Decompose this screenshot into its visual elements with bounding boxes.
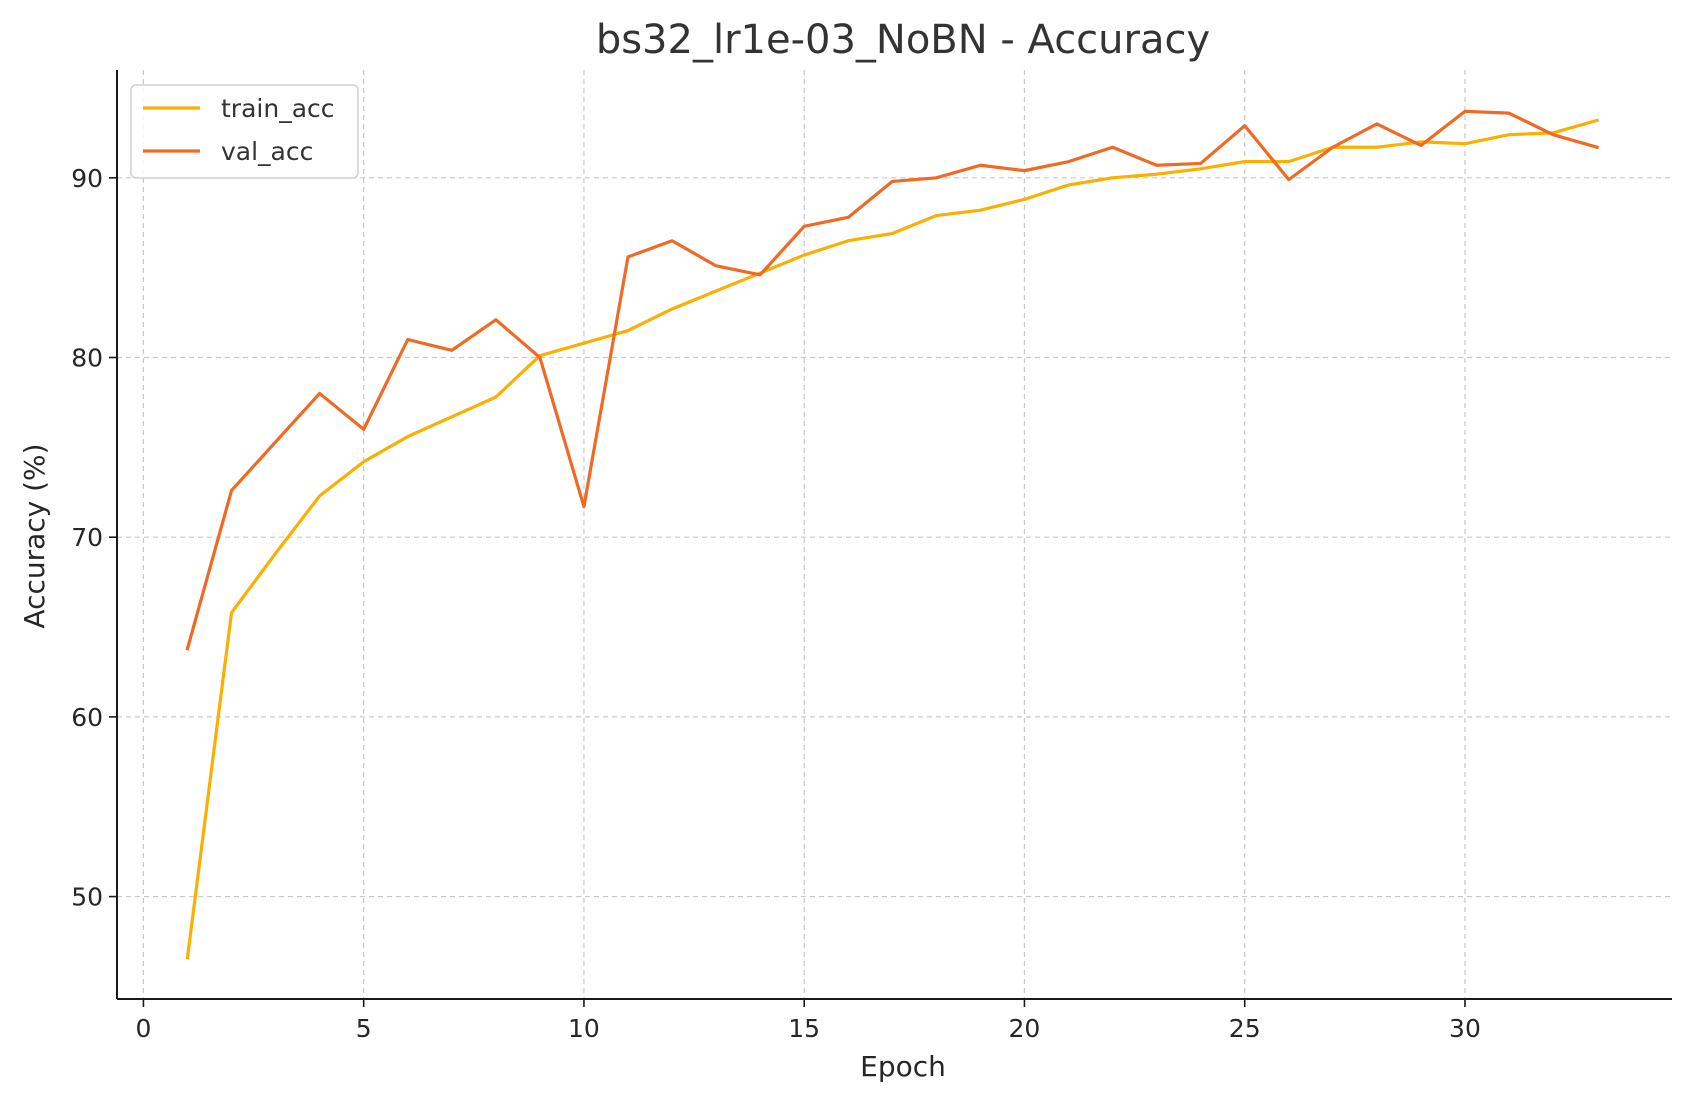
ticks: 0 5 10 15 20 25 30 50 60 70 80 90 xyxy=(71,164,1481,1043)
x-tick-label: 0 xyxy=(135,1014,151,1043)
legend-label-val-acc: val_acc xyxy=(221,137,313,166)
axes xyxy=(116,70,1672,1000)
grid xyxy=(117,70,1672,999)
legend: train_acc val_acc xyxy=(130,84,359,179)
chart-title: bs32_lr1e-03_NoBN - Accuracy xyxy=(596,17,1210,63)
series-line-train-acc xyxy=(185,118,1600,960)
y-tick-label: 90 xyxy=(71,164,103,193)
series-layer xyxy=(185,109,1600,960)
x-tick-label: 30 xyxy=(1449,1014,1481,1043)
x-axis-label: Epoch xyxy=(860,1050,946,1083)
x-tick-label: 5 xyxy=(356,1014,372,1043)
y-tick-label: 50 xyxy=(71,883,103,912)
y-axis-label: Accuracy (%) xyxy=(18,443,51,628)
y-tick-label: 70 xyxy=(71,523,103,552)
x-tick-label: 25 xyxy=(1229,1014,1261,1043)
x-tick-label: 10 xyxy=(568,1014,600,1043)
x-tick-label: 15 xyxy=(788,1014,820,1043)
y-tick-label: 80 xyxy=(71,344,103,373)
legend-label-train-acc: train_acc xyxy=(221,94,335,123)
x-tick-label: 20 xyxy=(1009,1014,1041,1043)
series-line-val-acc xyxy=(185,109,1600,651)
y-tick-label: 60 xyxy=(71,703,103,732)
